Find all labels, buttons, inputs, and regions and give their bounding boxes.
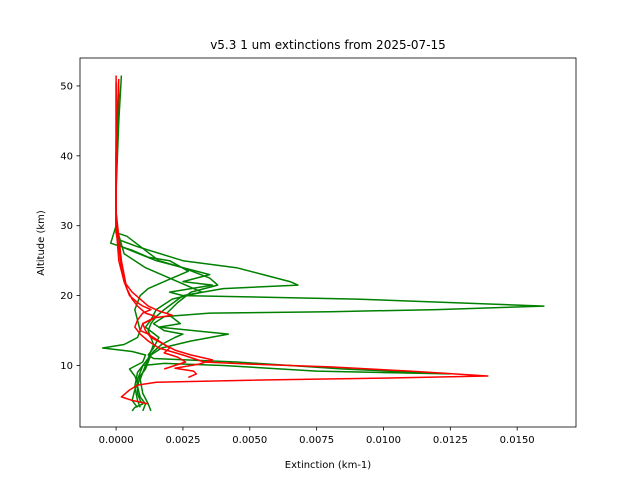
y-tick-label: 30 <box>60 221 73 232</box>
x-tick-label: 0.0000 <box>99 435 134 446</box>
y-tick-label: 10 <box>60 361 73 372</box>
series-line-green-5 <box>115 92 452 408</box>
series-layer <box>101 75 545 412</box>
x-axis-ticks: 0.0000 0.0025 0.0050 0.0075 0.0100 0.0125 0.01… <box>99 427 535 446</box>
y-axis-ticks: 10 20 30 40 50 <box>60 81 80 372</box>
chart-title: v5.3 1 um extinctions from 2025-07-15 <box>210 38 446 52</box>
series-line-red-7 <box>115 78 214 379</box>
series-line-green-2 <box>115 78 545 412</box>
plot-frame <box>79 57 577 428</box>
series-line-green-3 <box>101 85 190 408</box>
y-tick-label: 40 <box>60 151 73 162</box>
y-tick-label: 50 <box>60 81 73 92</box>
x-axis-label: Extinction (km-1) <box>285 460 372 471</box>
series-line-red-6 <box>115 75 489 405</box>
x-tick-label: 0.0050 <box>232 435 267 446</box>
y-tick-label: 20 <box>60 291 73 302</box>
y-axis-label: Altitude (km) <box>36 210 47 276</box>
x-tick-label: 0.0100 <box>366 435 401 446</box>
x-tick-label: 0.0125 <box>433 435 468 446</box>
series-line-green-4 <box>115 85 230 412</box>
x-tick-label: 0.0025 <box>165 435 200 446</box>
x-tick-label: 0.0075 <box>299 435 334 446</box>
series-line-red-8 <box>115 82 187 370</box>
x-tick-label: 0.0150 <box>500 435 535 446</box>
